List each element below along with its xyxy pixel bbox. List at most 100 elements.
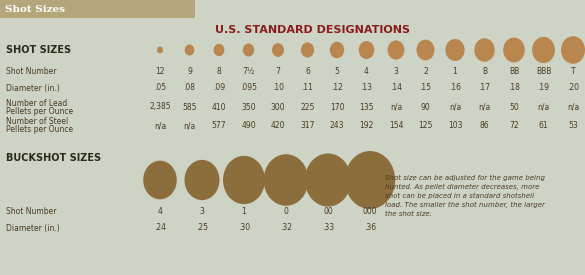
Text: n/a: n/a [538,103,550,111]
Text: 2,385: 2,385 [149,103,171,111]
Text: 50: 50 [509,103,519,111]
Text: .12: .12 [331,84,343,92]
Text: n/a: n/a [154,122,166,131]
Text: 0: 0 [284,208,288,216]
Ellipse shape [561,36,585,64]
Text: Shot Number: Shot Number [6,67,57,76]
Text: 154: 154 [389,122,403,131]
Text: 2: 2 [423,67,428,76]
Text: 410: 410 [212,103,226,111]
Text: 125: 125 [418,122,433,131]
Ellipse shape [264,154,308,206]
Text: Number of Steel: Number of Steel [6,117,68,126]
Text: Number of Lead: Number of Lead [6,98,67,108]
Text: .11: .11 [301,84,314,92]
Ellipse shape [503,38,525,62]
Text: 72: 72 [509,122,519,131]
Text: U.S. STANDARD DESIGNATIONS: U.S. STANDARD DESIGNATIONS [215,25,410,35]
Ellipse shape [214,44,225,56]
Ellipse shape [272,43,284,57]
Text: 135: 135 [359,103,374,111]
Text: .09: .09 [213,84,225,92]
Text: 12: 12 [155,67,165,76]
Ellipse shape [305,153,351,207]
Text: 61: 61 [539,122,548,131]
Ellipse shape [184,160,219,200]
Text: Shot Number: Shot Number [6,208,57,216]
Ellipse shape [143,161,177,199]
Text: SHOT SIZES: SHOT SIZES [6,45,71,55]
Text: n/a: n/a [449,103,461,111]
Ellipse shape [223,156,265,204]
Text: BB: BB [509,67,519,76]
Text: 317: 317 [300,122,315,131]
Text: Shot Sizes: Shot Sizes [5,4,65,13]
Text: 170: 170 [330,103,344,111]
Text: 53: 53 [568,122,578,131]
Text: .15: .15 [419,84,432,92]
Text: BBB: BBB [536,67,551,76]
Text: .20: .20 [567,84,579,92]
Text: Pellets per Ounce: Pellets per Ounce [6,106,73,115]
Text: 90: 90 [421,103,431,111]
Text: .13: .13 [360,84,373,92]
Ellipse shape [474,38,495,62]
Text: 420: 420 [271,122,285,131]
Ellipse shape [185,45,194,56]
Text: 3: 3 [199,208,204,216]
Text: .05: .05 [154,84,166,92]
Text: .24: .24 [154,224,166,232]
Ellipse shape [532,37,555,63]
Text: n/a: n/a [567,103,579,111]
Ellipse shape [243,43,254,57]
Text: n/a: n/a [183,122,195,131]
Text: 103: 103 [448,122,462,131]
Text: 86: 86 [480,122,489,131]
FancyBboxPatch shape [0,0,195,18]
Text: n/a: n/a [479,103,491,111]
Text: Diameter (in.): Diameter (in.) [6,224,60,232]
Text: 9: 9 [187,67,192,76]
Ellipse shape [157,46,163,53]
Text: .36: .36 [364,224,376,232]
Text: B: B [482,67,487,76]
Text: 577: 577 [212,122,226,131]
Text: .32: .32 [280,224,292,232]
Text: .33: .33 [322,224,334,232]
Text: BUCKSHOT SIZES: BUCKSHOT SIZES [6,153,101,163]
Text: 585: 585 [183,103,197,111]
Text: 7½: 7½ [242,67,254,76]
Text: .08: .08 [184,84,195,92]
Text: 300: 300 [271,103,285,111]
Text: 490: 490 [241,122,256,131]
Ellipse shape [330,42,344,58]
Text: 1: 1 [453,67,457,76]
Text: 4: 4 [364,67,369,76]
Text: n/a: n/a [390,103,402,111]
Ellipse shape [417,40,435,60]
Text: Diameter (in.): Diameter (in.) [6,84,60,92]
Text: .18: .18 [508,84,520,92]
Text: 7: 7 [276,67,280,76]
Ellipse shape [388,40,404,60]
Text: 6: 6 [305,67,310,76]
Text: .17: .17 [479,84,490,92]
Text: Pellets per Ounce: Pellets per Ounce [6,125,73,134]
Text: .30: .30 [238,224,250,232]
Text: .095: .095 [240,84,257,92]
Text: Shot size can be adjusted for the game being
hunted. As pellet diameter decrease: Shot size can be adjusted for the game b… [385,175,545,217]
Text: 3: 3 [394,67,398,76]
Text: 5: 5 [335,67,339,76]
Text: .14: .14 [390,84,402,92]
Text: 00: 00 [323,208,333,216]
Text: 000: 000 [363,208,377,216]
Ellipse shape [445,39,464,61]
Text: .19: .19 [538,84,549,92]
Text: .16: .16 [449,84,461,92]
Text: 350: 350 [241,103,256,111]
Text: 8: 8 [216,67,221,76]
Text: 192: 192 [359,122,374,131]
Text: T: T [571,67,575,76]
Ellipse shape [359,41,374,59]
Ellipse shape [345,151,395,209]
